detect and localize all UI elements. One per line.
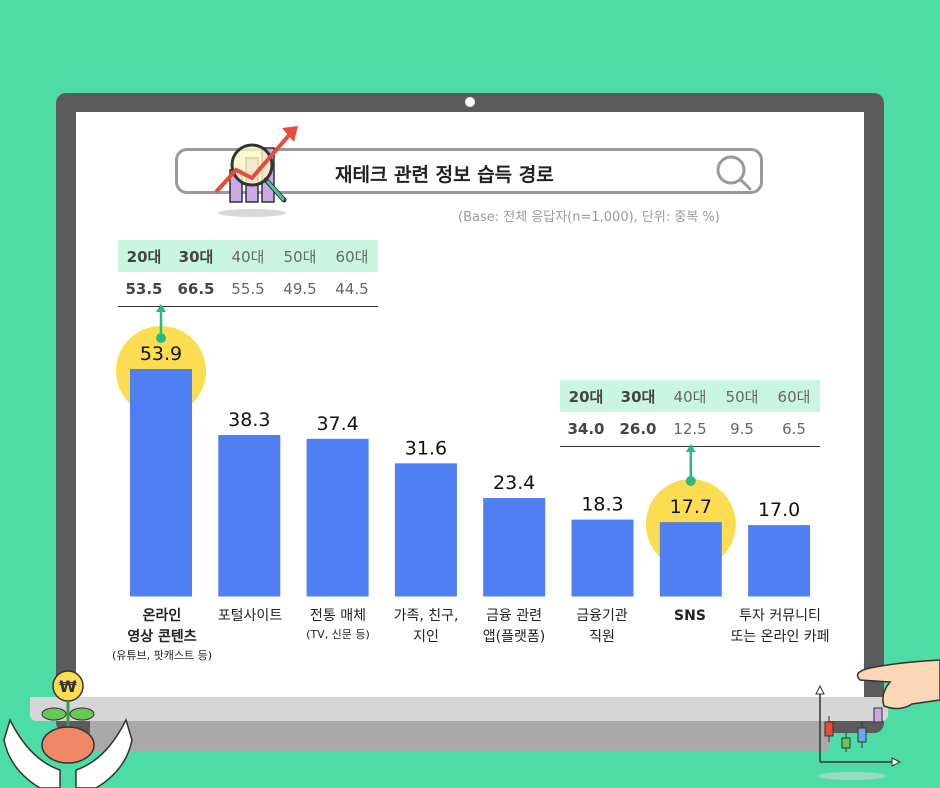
age-header: 50대: [725, 387, 759, 406]
bar: [571, 519, 634, 597]
age-header: 20대: [126, 247, 162, 266]
svg-text:₩: ₩: [59, 677, 77, 696]
category-label-online-video: 온라인 영상 콘텐츠 (유튜브, 팟캐스트 등): [102, 606, 222, 665]
category-label-line: SNS: [674, 608, 706, 624]
bar-value-label: 38.3: [228, 409, 270, 431]
bar: [659, 522, 722, 597]
bar: [218, 434, 281, 597]
age-value: 66.5: [177, 280, 215, 298]
age-header: 40대: [231, 247, 265, 266]
magnifier-icon: [716, 155, 752, 191]
bar: [483, 498, 546, 597]
page-title: 재테크 관련 정보 습득 경로: [335, 164, 554, 186]
age-value: 49.5: [283, 280, 317, 298]
age-value: 44.5: [335, 280, 369, 298]
connector-arrow: [156, 304, 166, 312]
bar: [306, 438, 369, 597]
age-table-sns: 20대 30대 40대 50대 60대 34.0 26.0 12.5 9.5 6…: [560, 380, 820, 447]
category-label-line: 영상 콘텐츠: [127, 629, 197, 645]
monitor-bezel: [30, 697, 888, 721]
category-label-line: 또는 온라인 카페: [730, 629, 830, 645]
category-label-portal: 포털사이트: [200, 606, 300, 627]
candlestick-hand-illustration: [815, 659, 940, 780]
category-label-line: 포털사이트: [217, 608, 283, 624]
bar: [394, 463, 457, 597]
plant-hands-illustration: ₩: [3, 670, 133, 788]
bar: [748, 525, 811, 597]
bar-value-label: 31.6: [405, 437, 447, 459]
category-label-line: 투자 커뮤니티: [739, 608, 821, 624]
connector-dot: [685, 476, 696, 486]
category-label-line: (TV, 신문 등): [306, 628, 370, 641]
connector-dot: [156, 333, 166, 343]
category-label-line: 금융기관: [576, 608, 628, 624]
age-value: 34.0: [567, 420, 605, 438]
age-value: 53.5: [125, 280, 163, 298]
bar-value-label: 53.9: [140, 343, 182, 365]
bar-value-label: 17.7: [670, 496, 712, 518]
age-header: 20대: [568, 387, 604, 406]
category-label-traditional-media: 전통 매체 (TV, 신문 등): [288, 606, 388, 644]
category-label-line: 온라인: [142, 608, 182, 624]
age-header: 60대: [335, 247, 369, 266]
connector-arrow: [685, 444, 696, 452]
age-value: 12.5: [673, 420, 707, 438]
webcam-dot: [465, 97, 475, 107]
age-header: 40대: [673, 387, 707, 406]
bar-value-label: 23.4: [493, 472, 535, 494]
monitor-base: [90, 721, 830, 751]
category-label-family: 가족, 친구, 지인: [376, 606, 476, 648]
age-header: 30대: [620, 387, 656, 406]
age-value: 6.5: [782, 420, 806, 438]
category-label-bank-staff: 금융기관 직원: [552, 606, 652, 648]
age-value: 55.5: [231, 280, 265, 298]
category-label-line: 지인: [413, 629, 439, 645]
growth-chart-icon: [214, 126, 298, 217]
category-label-community: 투자 커뮤니티 또는 온라인 카페: [718, 606, 842, 648]
age-header: 60대: [777, 387, 811, 406]
category-label-line: 앱(플랫폼): [482, 629, 546, 645]
age-header: 50대: [283, 247, 317, 266]
category-label-line: 직원: [589, 629, 615, 645]
bar-value-label: 17.0: [758, 499, 800, 521]
category-label-finance-app: 금융 관련 앱(플랫폼): [464, 606, 564, 648]
category-label-line: 가족, 친구,: [393, 608, 459, 624]
age-table-online-video: 20대 30대 40대 50대 60대 53.5 66.5 55.5 49.5 …: [118, 240, 378, 307]
bar-value-label: 37.4: [316, 413, 358, 435]
age-value: 26.0: [619, 420, 657, 438]
category-label-line: 전통 매체: [310, 608, 366, 624]
base-note: (Base: 전체 응답자(n=1,000), 단위: 중복 %): [458, 210, 720, 225]
age-header: 30대: [178, 247, 214, 266]
category-label-line: 금융 관련: [486, 608, 542, 624]
bar-value-label: 18.3: [581, 494, 623, 516]
category-label-sns: SNS: [640, 606, 740, 627]
category-label-line: (유튜브, 팟캐스트 등): [111, 649, 213, 662]
bar: [130, 369, 192, 597]
age-value: 9.5: [730, 420, 754, 438]
